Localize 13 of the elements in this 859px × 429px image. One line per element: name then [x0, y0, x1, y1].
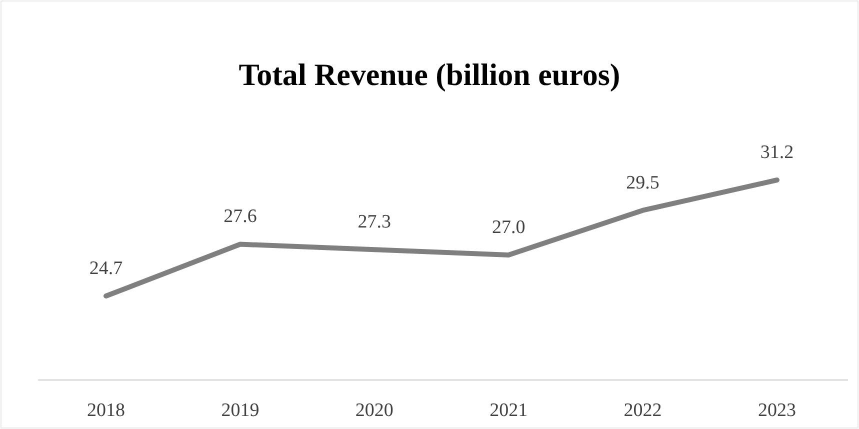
data-label: 27.3	[358, 212, 392, 233]
x-tick-label: 2019	[221, 400, 260, 421]
data-label: 27.0	[492, 216, 526, 238]
x-tick-label: 2021	[490, 400, 528, 421]
data-label: 24.7	[89, 258, 123, 279]
chart-title: Total Revenue (billion euros)	[238, 57, 620, 92]
data-label: 29.5	[626, 172, 660, 194]
x-tick-label: 2018	[87, 400, 125, 421]
x-tick-label: 2020	[355, 400, 394, 421]
data-label: 27.6	[224, 206, 257, 228]
x-tick-label: 2022	[624, 400, 662, 421]
x-tick-label: 2023	[758, 400, 796, 421]
data-label: 31.2	[760, 142, 794, 163]
